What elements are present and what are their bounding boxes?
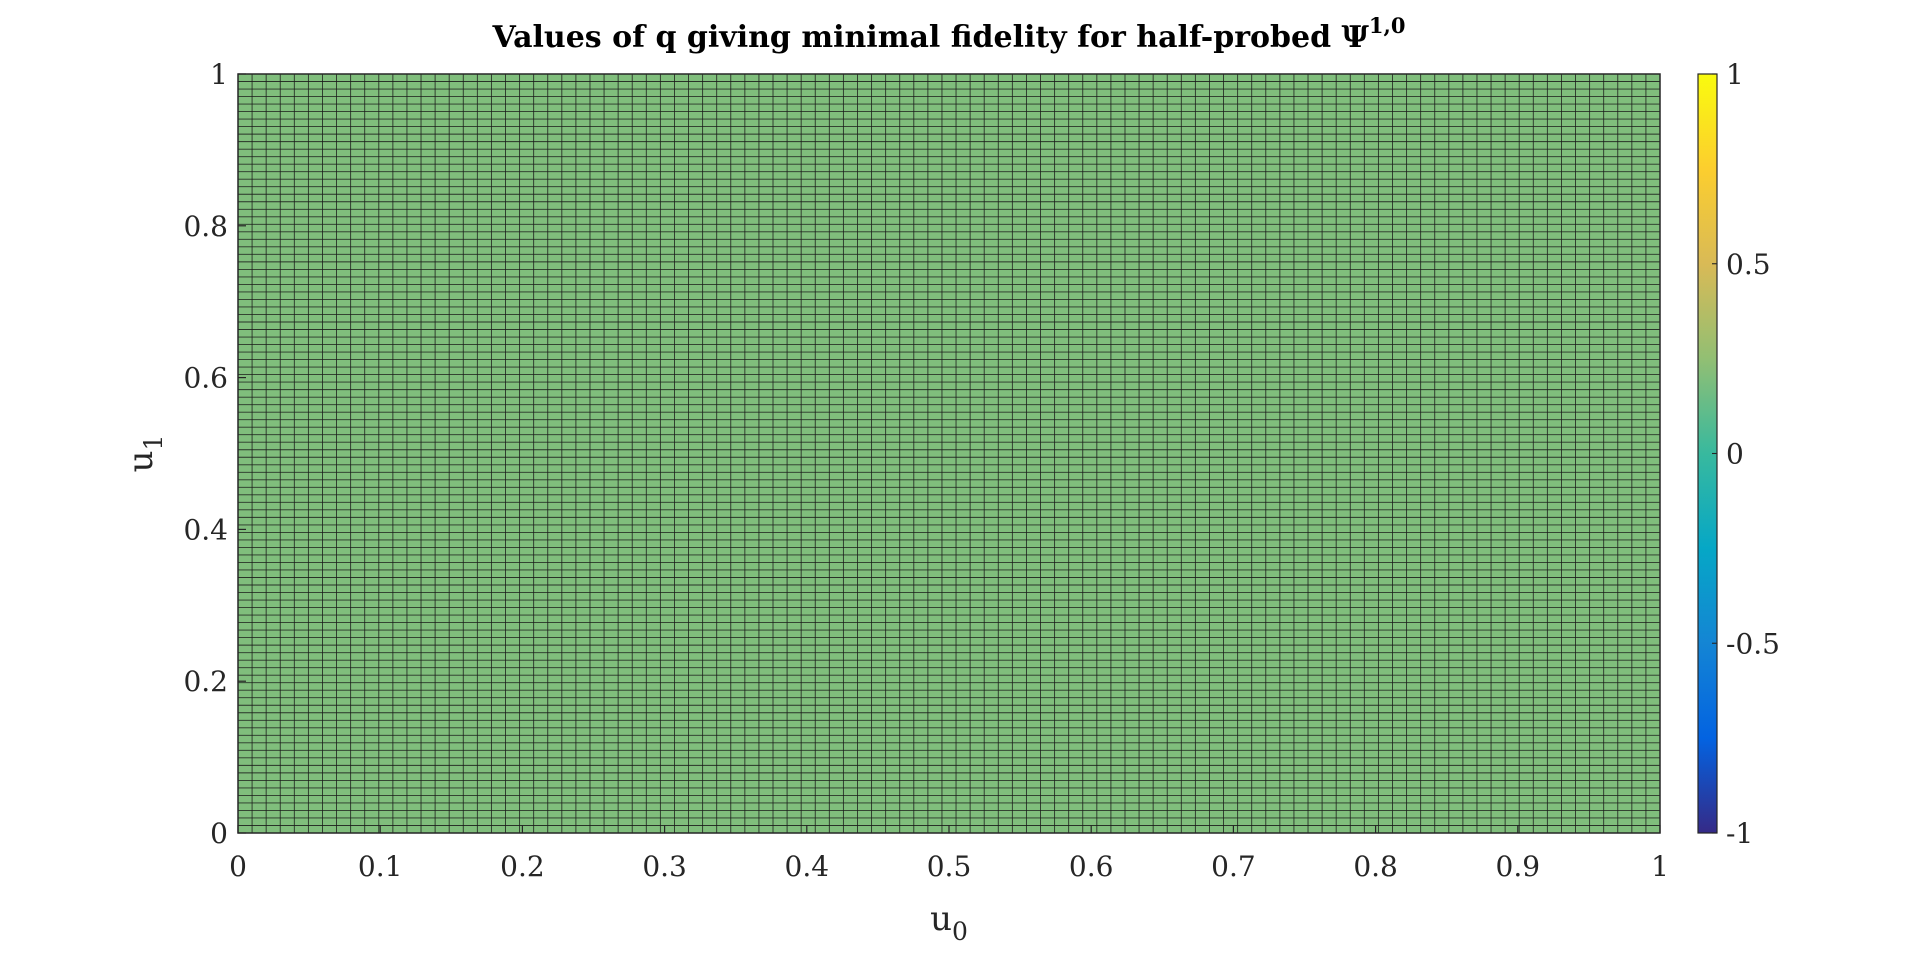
y-tick-label: 0	[210, 817, 228, 850]
plot-area	[237, 73, 1661, 834]
heatmap-fill	[238, 74, 1660, 833]
heatmap-horizontal-cell-edges	[238, 74, 1660, 833]
x-tick-label: 1	[1651, 850, 1669, 883]
x-tick-label: 0.8	[1353, 850, 1398, 883]
y-axis-label: u1	[121, 435, 168, 473]
x-axis-label: u0	[930, 899, 968, 946]
y-tick-label: 0.8	[183, 210, 228, 243]
colorbar: -1 -0.5 0 0.5 1	[1697, 58, 1780, 850]
y-axis-label-base: u	[121, 451, 161, 473]
heatmap-cell-grid	[238, 74, 1660, 833]
x-tick-label: 0.1	[358, 850, 403, 883]
y-tick-label: 0.4	[183, 513, 228, 546]
chart-title-superscript: 1,0	[1369, 13, 1406, 38]
x-tick-label: 0.4	[785, 850, 830, 883]
colorbar-tick-label: 0.5	[1726, 248, 1771, 281]
y-axis-ticks: 0 0.2 0.4 0.6 0.8 1	[183, 58, 246, 850]
colorbar-tick-label: 1	[1726, 58, 1744, 91]
colorbar-ticks: -1 -0.5 0 0.5 1	[1712, 58, 1780, 850]
y-tick-label: 1	[210, 58, 228, 91]
chart-title-main: Values of q giving minimal fidelity for …	[492, 20, 1370, 55]
colorbar-tick-label: -1	[1726, 817, 1753, 850]
colorbar-tick-label: 0	[1726, 438, 1744, 471]
y-axis-label-subscript: 1	[139, 435, 168, 451]
x-axis-ticks: 0 0.1 0.2 0.3 0.4 0.5 0.6 0.7 0.8 0.9 1	[229, 825, 1669, 883]
x-tick-label: 0.3	[642, 850, 687, 883]
y-tick-label: 0.2	[183, 665, 228, 698]
x-tick-label: 0.7	[1211, 850, 1256, 883]
x-tick-label: 0.6	[1069, 850, 1114, 883]
heatmap-vertical-cell-edges	[238, 74, 1660, 833]
x-tick-label: 0.5	[927, 850, 972, 883]
x-tick-label: 0.2	[500, 850, 545, 883]
x-axis-label-base: u	[930, 899, 952, 939]
colorbar-tick-label: -0.5	[1726, 627, 1780, 660]
y-tick-label: 0.6	[183, 362, 228, 395]
x-tick-label: 0	[229, 850, 247, 883]
chart-title: Values of q giving minimal fidelity for …	[492, 13, 1406, 55]
x-axis-label-subscript: 0	[952, 917, 968, 946]
x-tick-label: 0.9	[1496, 850, 1541, 883]
